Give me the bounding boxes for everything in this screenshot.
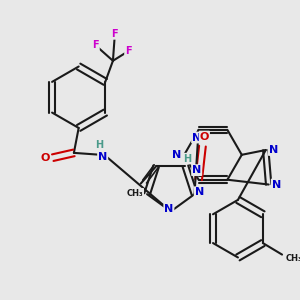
Text: N: N bbox=[172, 150, 181, 160]
Text: N: N bbox=[269, 145, 278, 155]
Text: F: F bbox=[112, 29, 118, 39]
Text: F: F bbox=[125, 46, 132, 56]
Text: N: N bbox=[192, 165, 201, 175]
Text: N: N bbox=[272, 179, 281, 190]
Text: O: O bbox=[40, 153, 50, 163]
Text: CH₃: CH₃ bbox=[285, 254, 300, 263]
Text: CH₃: CH₃ bbox=[127, 189, 143, 198]
Text: N: N bbox=[98, 152, 107, 162]
Text: F: F bbox=[92, 40, 99, 50]
Text: N: N bbox=[164, 205, 173, 214]
Text: H: H bbox=[95, 140, 103, 150]
Text: N: N bbox=[195, 187, 204, 197]
Text: O: O bbox=[200, 131, 209, 142]
Text: N: N bbox=[192, 133, 201, 142]
Text: H: H bbox=[183, 154, 191, 164]
